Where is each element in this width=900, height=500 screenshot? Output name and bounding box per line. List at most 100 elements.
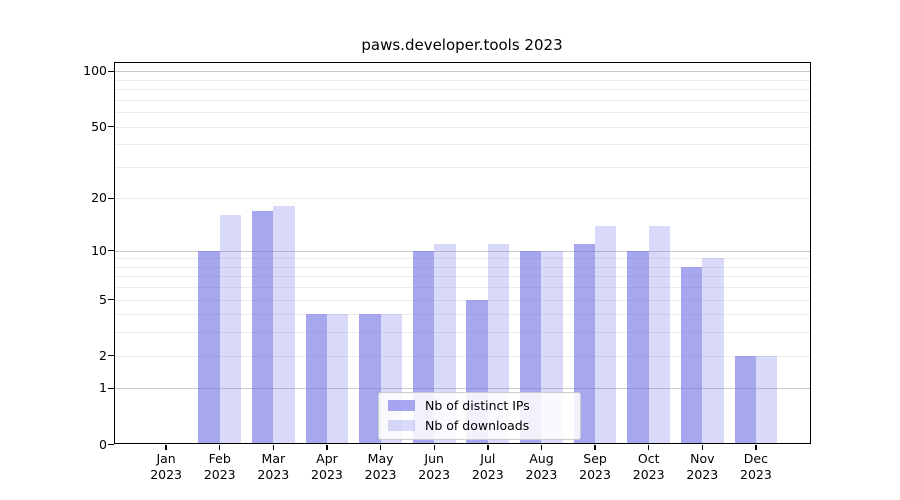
bar-distinct-ips-mar — [251, 210, 274, 444]
gridline-minor-30 — [114, 166, 810, 168]
gridline-minor-4 — [114, 314, 810, 316]
x-tick-year: 2023 — [203, 467, 236, 482]
x-tick-month: May — [367, 451, 394, 466]
y-tick-label-100: 100 — [83, 63, 107, 79]
x-tick-sep — [594, 444, 596, 450]
bar-distinct-ips-apr — [305, 314, 327, 444]
plot-area — [113, 61, 811, 445]
gridline-minor-60 — [114, 112, 810, 114]
x-tick-year: 2023 — [364, 467, 397, 482]
gridline-major-1 — [114, 388, 810, 390]
x-tick-label-feb: Feb 2023 — [190, 451, 250, 483]
x-tick-jan — [165, 444, 167, 450]
gridline-minor-40 — [114, 144, 810, 146]
y-tick-label-5: 5 — [99, 291, 107, 307]
x-tick-year: 2023 — [418, 467, 451, 482]
bar-downloads-mar — [273, 206, 295, 444]
bar-downloads-apr — [326, 314, 349, 444]
y-tick-100 — [108, 70, 114, 72]
x-tick-label-aug: Aug 2023 — [511, 451, 571, 483]
gridline-minor-9 — [114, 258, 810, 260]
y-tick-label-50: 50 — [91, 118, 107, 134]
gridline-minor-50 — [114, 126, 810, 128]
x-tick-label-may: May 2023 — [351, 451, 411, 483]
x-tick-year: 2023 — [525, 467, 558, 482]
bar-downloads-dec — [755, 355, 778, 444]
x-tick-aug — [540, 444, 543, 450]
gridline-major-10 — [114, 250, 810, 252]
y-tick-0 — [108, 443, 114, 446]
x-tick-label-jun: Jun 2023 — [404, 451, 464, 483]
x-tick-apr — [326, 444, 328, 450]
legend: Nb of distinct IPs Nb of downloads — [377, 391, 581, 440]
y-tick-label-10: 10 — [91, 242, 107, 258]
x-tick-year: 2023 — [740, 467, 772, 482]
x-tick-jun — [433, 444, 435, 450]
x-tick-year: 2023 — [150, 467, 182, 482]
x-tick-month: Feb — [208, 451, 231, 466]
x-tick-month: Apr — [316, 451, 338, 466]
y-tick-label-2: 2 — [99, 347, 107, 363]
bar-downloads-oct — [648, 225, 671, 444]
gridline-minor-70 — [114, 99, 810, 101]
x-tick-month: Sep — [583, 451, 607, 466]
x-tick-label-oct: Oct 2023 — [619, 451, 679, 483]
bar-distinct-ips-dec — [734, 355, 756, 444]
y-tick-50 — [108, 125, 114, 128]
y-tick-label-1: 1 — [99, 380, 107, 396]
x-tick-label-jan: Jan 2023 — [136, 451, 196, 483]
legend-label-downloads: Nb of downloads — [425, 417, 530, 433]
y-tick-label-0: 0 — [99, 436, 107, 452]
gridline-minor-7 — [114, 276, 810, 278]
x-tick-year: 2023 — [257, 467, 290, 482]
bar-downloads-nov — [702, 258, 724, 444]
x-tick-month: Jul — [480, 451, 496, 466]
x-tick-month: Nov — [690, 451, 715, 466]
gridline-minor-2 — [114, 355, 810, 357]
x-tick-month: Oct — [637, 451, 660, 466]
x-tick-dec — [755, 444, 757, 450]
gridline-minor-6 — [114, 287, 810, 289]
legend-swatch-downloads — [387, 420, 415, 431]
gridline-minor-3 — [114, 332, 810, 334]
x-tick-label-jul: Jul 2023 — [458, 451, 518, 483]
x-tick-month: Jan — [156, 451, 176, 466]
x-tick-nov — [701, 444, 703, 450]
x-tick-feb — [219, 444, 221, 450]
x-tick-month: Aug — [529, 451, 554, 466]
y-tick-20 — [108, 197, 114, 199]
y-tick-5 — [108, 298, 114, 301]
x-tick-label-apr: Apr 2023 — [297, 451, 357, 483]
gridline-minor-90 — [114, 79, 810, 81]
legend-row-downloads: Nb of downloads — [379, 416, 580, 436]
chart-title: paws.developer.tools 2023 — [361, 36, 563, 54]
x-tick-label-sep: Sep 2023 — [565, 451, 625, 483]
bar-downloads-sep — [595, 225, 617, 444]
legend-label-distinct-ips: Nb of distinct IPs — [425, 397, 530, 413]
x-tick-oct — [647, 444, 650, 450]
gridline-minor-20 — [114, 198, 810, 200]
x-tick-year: 2023 — [579, 467, 611, 482]
x-tick-month: Dec — [743, 451, 768, 466]
y-tick-label-20: 20 — [91, 190, 107, 206]
gridline-minor-80 — [114, 89, 810, 91]
y-tick-1 — [108, 387, 114, 390]
x-tick-jul — [487, 444, 489, 450]
x-tick-year: 2023 — [471, 467, 504, 482]
gridline-minor-8 — [114, 266, 810, 268]
x-tick-mar — [272, 444, 275, 450]
bar-distinct-ips-may — [359, 314, 381, 444]
x-tick-month: Mar — [261, 451, 286, 466]
y-tick-2 — [108, 354, 114, 357]
x-tick-year: 2023 — [632, 467, 665, 482]
bar-distinct-ips-feb — [198, 250, 220, 444]
x-tick-label-nov: Nov 2023 — [672, 451, 732, 483]
x-tick-label-dec: Dec 2023 — [726, 451, 786, 483]
x-tick-month: Jun — [424, 451, 444, 466]
x-tick-label-mar: Mar 2023 — [243, 451, 303, 483]
gridline-minor-5 — [114, 299, 810, 301]
x-tick-may — [379, 444, 382, 450]
gridline-major-100 — [114, 71, 810, 73]
x-tick-year: 2023 — [686, 467, 719, 482]
